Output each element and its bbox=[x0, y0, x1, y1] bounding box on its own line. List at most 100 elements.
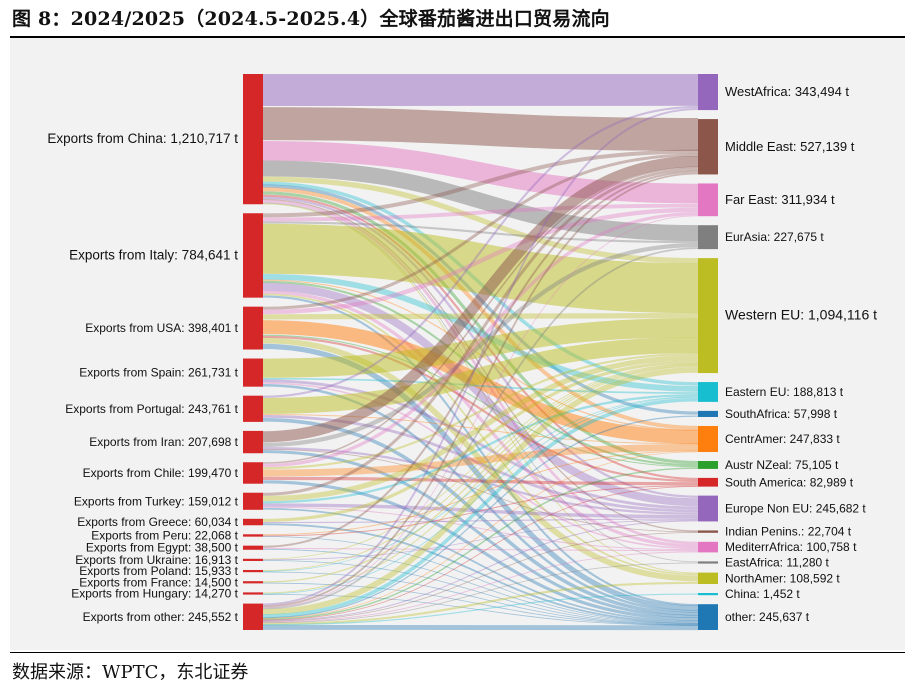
flow-link bbox=[262, 367, 699, 615]
flow-link bbox=[262, 155, 699, 443]
flow-link bbox=[262, 486, 699, 621]
sankey-chart: Exports from China: 1,210,717 t Exports f… bbox=[47, 73, 877, 631]
source-label: Exports from other: 245,552 t bbox=[83, 610, 239, 624]
flow-link bbox=[262, 282, 699, 507]
target-node bbox=[698, 541, 718, 553]
target-node bbox=[698, 477, 718, 487]
target-label: Europe Non EU: 245,682 t bbox=[725, 502, 866, 516]
target-node bbox=[698, 225, 718, 250]
source-note: 数据来源：WPTC，东北证券 bbox=[12, 662, 249, 683]
flow-link bbox=[262, 149, 699, 218]
flow-link bbox=[262, 207, 699, 315]
source-label: Exports from Greece: 60,034 t bbox=[77, 515, 238, 529]
source-label: Exports from Spain: 261,731 t bbox=[79, 366, 238, 380]
target-node bbox=[698, 495, 718, 522]
source-node bbox=[243, 569, 263, 573]
flow-link bbox=[262, 363, 699, 560]
flow-link bbox=[262, 105, 699, 398]
target-node bbox=[698, 183, 718, 217]
source-label: Exports from Iran: 207,698 t bbox=[89, 435, 238, 449]
target-label: Eastern EU: 188,813 t bbox=[725, 385, 844, 399]
target-label: EurAsia: 227,675 t bbox=[725, 230, 824, 244]
target-node bbox=[698, 592, 718, 596]
page-title: 图 8：2024/2025（2024.5-2025.4）全球番茄酱进出口贸易流向 bbox=[12, 8, 610, 30]
source-label: Exports from Egypt: 38,500 t bbox=[86, 541, 239, 555]
flow-link bbox=[262, 166, 699, 464]
flow-link bbox=[262, 365, 699, 594]
flow-link bbox=[262, 243, 699, 448]
flow-link bbox=[262, 581, 699, 625]
target-label: China: 1,452 t bbox=[725, 587, 800, 601]
flow-link bbox=[262, 571, 699, 626]
source-node bbox=[243, 430, 263, 454]
source-node bbox=[243, 492, 263, 510]
flow-link bbox=[262, 363, 699, 572]
source-node bbox=[243, 518, 263, 526]
flow-link bbox=[262, 377, 699, 394]
flow-link bbox=[262, 355, 699, 502]
source-label: Exports from USA: 398,401 t bbox=[85, 321, 238, 335]
title-underline bbox=[10, 36, 905, 38]
nodes bbox=[243, 74, 718, 630]
source-node bbox=[243, 581, 263, 584]
source-node bbox=[243, 213, 263, 298]
target-node bbox=[698, 382, 718, 402]
flow-link bbox=[262, 153, 699, 310]
flow-link bbox=[262, 518, 699, 524]
source-node bbox=[243, 592, 263, 595]
target-node bbox=[698, 530, 718, 533]
target-label: MediterrAfrica: 100,758 t bbox=[725, 540, 857, 554]
flow-link bbox=[262, 593, 699, 626]
source-node bbox=[243, 462, 263, 484]
source-divider bbox=[10, 652, 905, 653]
flow-link bbox=[262, 443, 699, 477]
flow-link bbox=[262, 379, 699, 510]
flow-link bbox=[262, 318, 699, 378]
flow-link bbox=[262, 160, 699, 242]
target-node bbox=[698, 410, 718, 417]
flow-link bbox=[262, 520, 699, 622]
flow-link bbox=[262, 396, 699, 595]
source-node bbox=[243, 358, 263, 387]
flow-link bbox=[262, 172, 699, 608]
flow-link bbox=[262, 337, 699, 414]
flow-link bbox=[262, 547, 699, 552]
target-node bbox=[698, 572, 718, 584]
flow-link bbox=[262, 450, 699, 536]
flow-link bbox=[262, 393, 699, 504]
source-label: Exports from Chile: 199,470 t bbox=[83, 466, 239, 480]
source-label: Exports from Portugal: 243,761 t bbox=[65, 402, 238, 416]
target-node bbox=[698, 425, 718, 453]
flow-link bbox=[262, 480, 699, 621]
flow-link bbox=[262, 337, 699, 582]
target-label: Western EU: 1,094,116 t bbox=[725, 307, 877, 323]
target-node bbox=[698, 119, 718, 175]
source-label: Exports from Turkey: 159,012 t bbox=[74, 494, 239, 508]
flow-link bbox=[262, 295, 699, 607]
flow-link bbox=[262, 548, 699, 625]
flow-link bbox=[262, 335, 699, 483]
source-node bbox=[243, 558, 263, 561]
flow-link bbox=[262, 203, 699, 222]
flow-links bbox=[262, 73, 699, 631]
flow-link bbox=[262, 507, 699, 623]
source-label: Exports from China: 1,210,717 t bbox=[47, 131, 238, 146]
target-label: Middle East: 527,139 t bbox=[725, 139, 855, 154]
node-labels: Exports from China: 1,210,717 t Exports f… bbox=[47, 84, 877, 624]
flow-link bbox=[262, 194, 699, 481]
flow-link bbox=[262, 215, 699, 608]
source-node bbox=[243, 74, 263, 205]
target-label: WestAfrica: 343,494 t bbox=[725, 84, 849, 99]
target-label: other: 245,637 t bbox=[725, 610, 810, 624]
flow-link bbox=[262, 449, 699, 533]
flow-link bbox=[262, 485, 699, 537]
flow-link bbox=[262, 503, 699, 519]
flow-link bbox=[262, 140, 699, 204]
sankey-chart-panel: Exports from China: 1,210,717 t Exports f… bbox=[10, 38, 905, 650]
flow-link bbox=[262, 170, 699, 548]
flow-link bbox=[262, 360, 699, 523]
source-label: Exports from Poland: 15,933 t bbox=[79, 564, 238, 578]
flow-link bbox=[262, 449, 699, 619]
flow-link bbox=[262, 446, 699, 515]
flow-link bbox=[262, 107, 699, 151]
